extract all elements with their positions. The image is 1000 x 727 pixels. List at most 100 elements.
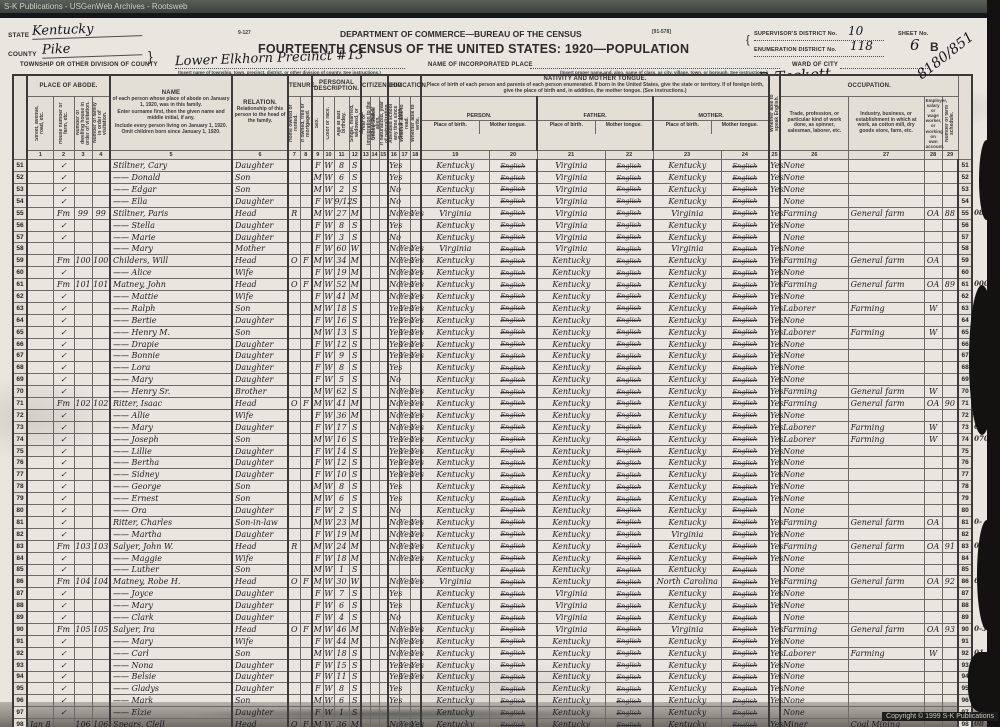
cell-pb: Kentucky (420, 718, 490, 727)
cell-occ: None (779, 480, 849, 494)
cell-c3 (73, 218, 93, 232)
cell-farm (941, 408, 959, 422)
cell-name: —— Bonnie (109, 349, 233, 363)
cell-rel: Daughter (231, 349, 289, 363)
cell-c1 (26, 230, 54, 244)
cell-cit3 (378, 634, 389, 648)
cell-cit2 (369, 504, 380, 517)
cell-sex: M (311, 563, 324, 577)
cell-mb: Kentucky (652, 563, 722, 577)
cell-race: W (322, 682, 335, 696)
state-label: STATE (8, 32, 30, 39)
cell-age: 46 (333, 622, 350, 636)
cell-mort: F (299, 278, 313, 292)
cell-mtp: English (488, 373, 538, 387)
cell-mtm: English (720, 325, 770, 339)
cell-mar: M (348, 718, 362, 727)
cell-mtm: English (720, 254, 770, 268)
cell-c4 (91, 456, 111, 470)
cell-cit3 (378, 492, 389, 506)
table-row: 52 ✓ —— Donald Son M W 6 S Yes Kentucky English Vir… (12, 171, 973, 184)
cell-c1 (26, 480, 54, 494)
cell-mort (299, 373, 313, 387)
line-number-left: 55 (12, 206, 28, 220)
cell-c1 (26, 694, 54, 708)
cell-ind: General farm (847, 515, 925, 529)
cell-c2: ✓ (52, 444, 75, 458)
ward-label: WARD OF CITY (792, 62, 839, 68)
browser-title-bar[interactable]: S-K Publications - USGenWeb Archives - R… (0, 0, 1000, 13)
cell-rel: Daughter (231, 159, 289, 173)
cell-mtp: English (488, 587, 538, 601)
cell-mb: Kentucky (652, 278, 722, 292)
cell-ind (847, 456, 925, 470)
cell-mb: Kentucky (652, 385, 722, 399)
cell-pb: Kentucky (420, 456, 490, 470)
cell-write (409, 230, 422, 244)
group-place-of-abode: PLACE OF ABODE. (26, 74, 111, 97)
cell-race: W (322, 408, 335, 422)
column-number: 20 (488, 150, 538, 161)
cell-c2: Fm (52, 397, 75, 410)
cell-pb: Kentucky (420, 313, 490, 327)
cell-own (287, 337, 301, 351)
cell-pb: Kentucky (420, 694, 490, 708)
cell-pb: Kentucky (420, 504, 490, 517)
cell-rel: Daughter (231, 599, 289, 613)
cell-emp: W (923, 301, 943, 315)
column-number: 23 (652, 150, 722, 161)
cell-mtp: English (488, 611, 538, 624)
table-row: 82 ✓ —— Martha Daughter F W 19 M No Yes Yes Kentuck… (12, 527, 973, 541)
cell-sex: F (311, 242, 324, 256)
cell-occ: None (779, 218, 849, 232)
cell-c2: ✓ (52, 694, 75, 708)
cell-cit3 (378, 373, 389, 387)
cell-c4 (91, 337, 111, 351)
cell-age: 8 (333, 361, 350, 375)
cell-mb: Kentucky (652, 337, 722, 351)
line-number-left: 79 (12, 492, 28, 506)
cell-mtp: English (488, 658, 538, 672)
cell-mb: Kentucky (652, 230, 722, 244)
cell-mar: M (348, 539, 362, 553)
cell-race: W (322, 171, 335, 184)
cell-occ: None (779, 563, 849, 577)
cell-age: 36 (333, 718, 350, 727)
cell-spk: Yes (768, 385, 784, 399)
cell-cit3 (378, 515, 389, 529)
cell-fb: Kentucky (536, 278, 606, 292)
line-number-left: 74 (12, 432, 28, 446)
cell-emp (923, 599, 943, 613)
cell-cit1 (360, 527, 371, 541)
cell-mtf: English (604, 432, 654, 446)
cell-mtm: English (720, 385, 770, 399)
scan-edge-blob (977, 520, 997, 630)
cell-cit2 (369, 527, 380, 541)
cell-spk: Yes (768, 361, 784, 375)
line-number-left: 51 (12, 159, 28, 173)
cell-pb: Kentucky (420, 408, 490, 422)
cell-pb: Kentucky (420, 183, 490, 196)
cell-cit1 (360, 373, 371, 387)
cell-mtf: English (604, 444, 654, 458)
cell-cit3 (378, 480, 389, 494)
cell-mtf: English (604, 587, 654, 601)
cell-age: 14 (333, 444, 350, 458)
cell-spk: Yes (768, 254, 784, 268)
cell-occ: Farming (779, 206, 849, 220)
margin-note: 000 (974, 279, 989, 289)
cell-pb: Kentucky (420, 266, 490, 280)
line-number-right: 80 (957, 504, 973, 517)
cell-mar: S (348, 361, 362, 375)
cell-name: —— Alice (109, 266, 233, 280)
cell-mtp: English (488, 670, 538, 684)
supervisor-district-value: 10 (848, 24, 864, 38)
name-desc-1: of each person whose place of abode on J… (112, 95, 230, 108)
cell-name: —— George (109, 480, 233, 494)
cell-mort (299, 420, 313, 434)
cell-c4 (91, 290, 111, 303)
cell-read: Yes (398, 254, 413, 268)
line-number-left: 87 (12, 587, 28, 601)
column-number: 15 (378, 150, 389, 161)
cell-name: Stiltner, Cary (109, 159, 233, 173)
